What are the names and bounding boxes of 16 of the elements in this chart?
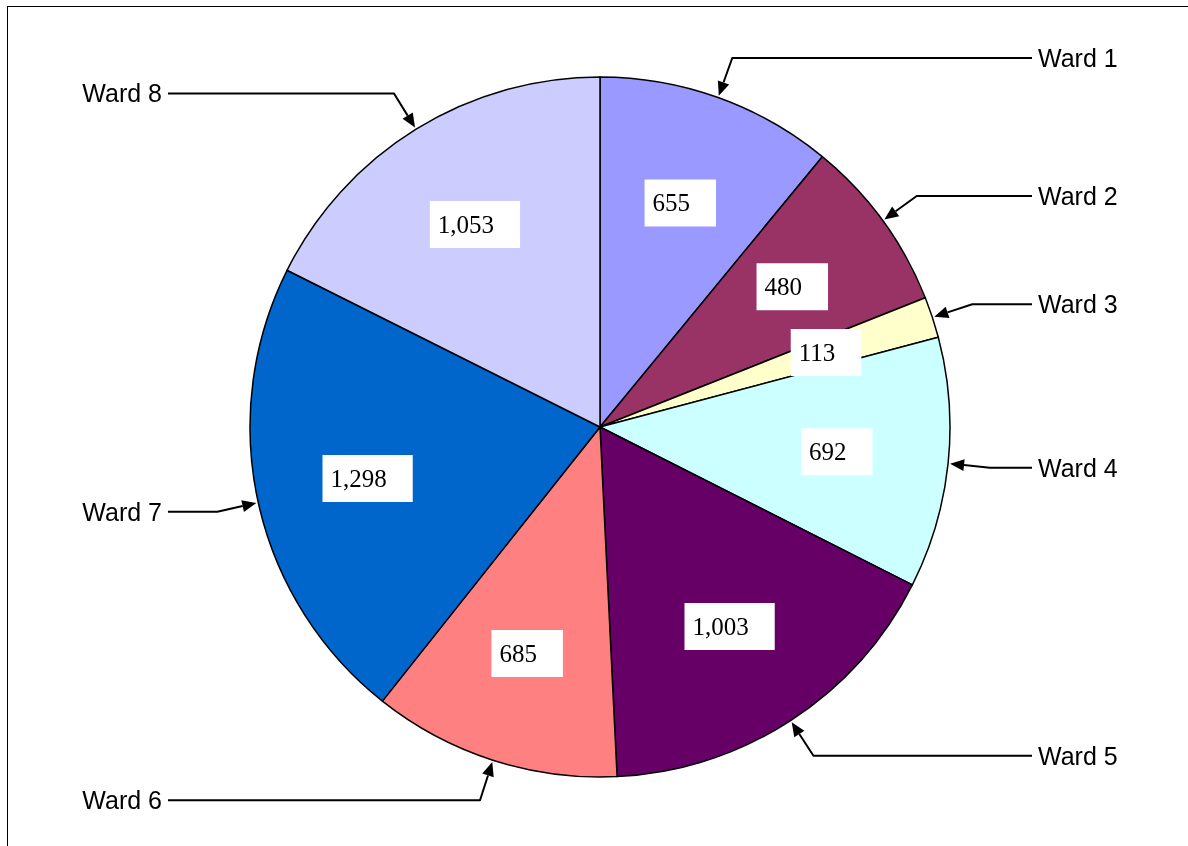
slice-label: Ward 5 bbox=[1038, 741, 1118, 770]
slice-label: Ward 7 bbox=[82, 497, 162, 526]
data-label: 655 bbox=[652, 189, 691, 217]
data-label: 113 bbox=[798, 338, 836, 366]
slice-label: Ward 6 bbox=[82, 786, 162, 815]
slice-label: Ward 2 bbox=[1038, 181, 1118, 210]
data-label: 1,003 bbox=[692, 613, 749, 641]
slice-label: Ward 4 bbox=[1038, 453, 1118, 482]
slice-label: Ward 3 bbox=[1038, 290, 1118, 319]
data-label: 1,298 bbox=[330, 464, 387, 492]
data-label: 685 bbox=[499, 640, 537, 668]
data-label: 1,053 bbox=[437, 211, 495, 239]
data-label: 692 bbox=[808, 438, 847, 466]
slice-label: Ward 8 bbox=[82, 79, 162, 108]
slice-label: Ward 1 bbox=[1038, 43, 1118, 72]
data-label: 480 bbox=[764, 273, 803, 301]
